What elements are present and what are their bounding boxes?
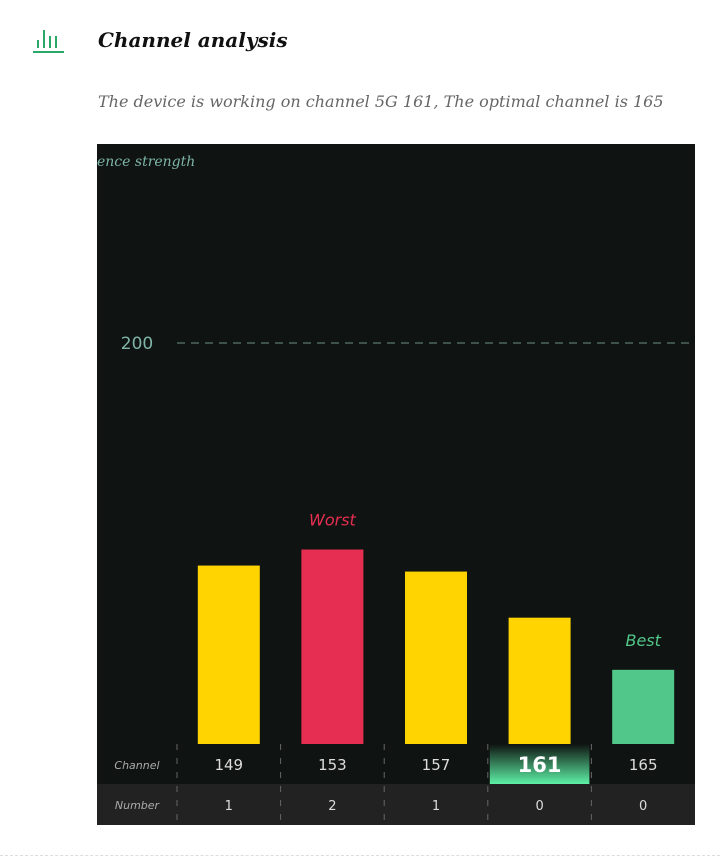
- channel-count: 0: [535, 799, 543, 814]
- bar-149: [197, 565, 260, 744]
- channel-label: 153: [318, 756, 347, 774]
- row-label-channel: Channel: [114, 759, 159, 772]
- channel-label: 161: [518, 753, 562, 777]
- row-label-number: Number: [115, 799, 161, 812]
- channel-label: 165: [629, 756, 658, 774]
- channel-label: 149: [214, 756, 243, 774]
- channel-count: 1: [432, 799, 440, 814]
- y-axis-label: ence strength: [97, 154, 196, 170]
- bar-161: [508, 617, 571, 744]
- current-channel-highlight: [489, 744, 590, 784]
- channel-summary: The device is working on channel 5G 161,…: [98, 92, 664, 111]
- bar-157: [405, 571, 467, 744]
- bar-165: [612, 669, 675, 744]
- bar-153: [301, 549, 364, 744]
- channel-count: 2: [328, 799, 336, 814]
- channel-chart: ence strength 200 Channel Number 149 1 153 2 Wo…: [97, 144, 695, 825]
- y-tick-label: 200: [121, 334, 153, 354]
- annotation-worst: Worst: [309, 511, 357, 530]
- channel-label: 157: [422, 756, 451, 774]
- divider: [0, 855, 720, 856]
- channel-count: 1: [225, 799, 233, 814]
- bar-chart-icon: [33, 30, 64, 53]
- number-row-bg: [97, 784, 695, 825]
- page-title: Channel analysis: [98, 28, 288, 52]
- channel-count: 0: [639, 799, 647, 814]
- annotation-best: Best: [625, 631, 661, 650]
